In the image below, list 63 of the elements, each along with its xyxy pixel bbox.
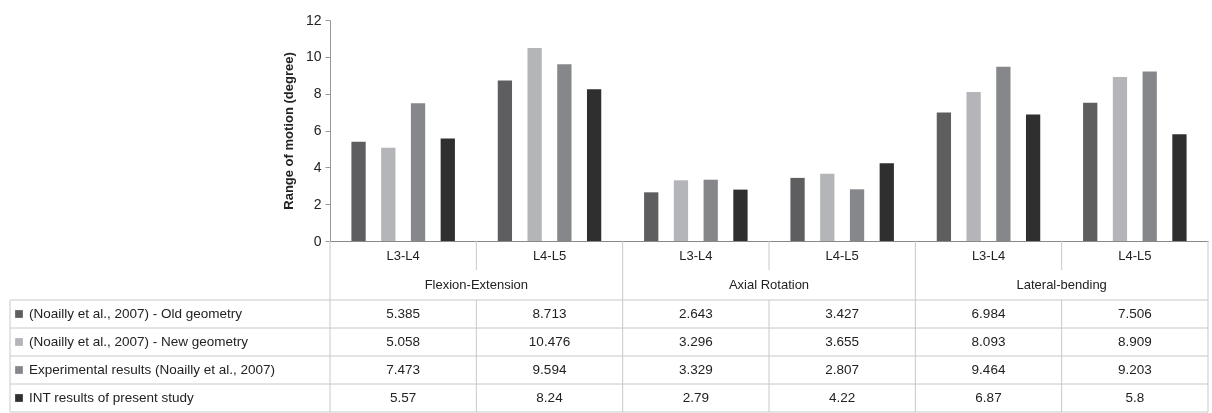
bar: [497, 80, 513, 241]
data-label: 3.655: [825, 334, 860, 349]
bar: [673, 180, 689, 241]
text: Flexion-Extension: [424, 277, 528, 292]
bar: [1172, 134, 1187, 241]
data-label: 2.643: [678, 306, 713, 321]
bar: [966, 91, 981, 241]
bar: [936, 112, 952, 241]
data-label: 10.476: [528, 334, 571, 349]
x-tick-label: L4-L5: [532, 247, 567, 263]
bar: [790, 177, 805, 241]
bar: [586, 89, 602, 241]
legend-label: Experimental results (Noailly et al., 2007): [29, 362, 276, 377]
y-tick-label: 8: [313, 85, 322, 102]
data-label: 6.984: [971, 306, 1006, 321]
text: Axial Rotation: [728, 277, 810, 292]
data-label: 8.24: [536, 390, 564, 405]
bar: [644, 192, 659, 241]
data-label: 2.79: [682, 390, 709, 405]
y-tick-label: 10: [305, 48, 322, 65]
bar: [733, 189, 748, 241]
data-label: 9.464: [971, 362, 1006, 377]
y-tick-label: 6: [313, 122, 322, 138]
y-tick-label: 2: [313, 195, 322, 212]
bar: [820, 173, 835, 241]
legend-label: (Noailly et al., 2007) - New geometry: [29, 334, 249, 349]
x-tick-label: L3-L4: [971, 247, 1006, 263]
data-label: 4.22: [829, 390, 856, 405]
bar: [1083, 102, 1098, 241]
x-tick-label: L3-L4: [386, 247, 420, 263]
legend-label: INT results of present study: [29, 390, 195, 405]
bar: [1112, 76, 1128, 241]
data-label: 9.203: [1117, 362, 1152, 377]
x-tick-label: L4-L5: [1118, 247, 1152, 263]
x-tick-label: L4-L5: [825, 247, 859, 263]
y-tick-label: 4: [313, 158, 322, 175]
data-label: 9.594: [532, 362, 567, 377]
data-label: 7.506: [1117, 306, 1152, 321]
text: Lateral-bending: [1016, 277, 1107, 292]
data-label: 5.058: [386, 334, 421, 349]
y-tick-label: 0: [313, 232, 322, 249]
bar: [440, 138, 455, 241]
data-label: 2.807: [825, 362, 860, 377]
data-label: 7.473: [386, 362, 421, 377]
data-label: 8.909: [1117, 334, 1152, 349]
data-label: 8.713: [532, 306, 567, 321]
y-tick-label: 12: [305, 11, 322, 28]
data-label: 5.8: [1125, 390, 1145, 405]
bar: [351, 141, 366, 241]
y-axis-title: Range of motion (degree): [280, 52, 296, 210]
bar: [527, 48, 542, 241]
legend-label: (Noailly et al., 2007) - Old geometry: [29, 306, 243, 321]
data-label: 5.57: [390, 390, 417, 405]
data-label: 8.093: [971, 334, 1006, 349]
data-label: 3.296: [678, 334, 713, 349]
data-label: 3.427: [825, 306, 860, 321]
bar: [381, 147, 396, 241]
bar: [1025, 114, 1041, 241]
bar: [879, 163, 894, 241]
data-label: 3.329: [678, 362, 713, 377]
data-label: 5.385: [386, 306, 421, 321]
x-tick-label: L3-L4: [679, 247, 713, 263]
data-label: 6.87: [975, 390, 1002, 405]
